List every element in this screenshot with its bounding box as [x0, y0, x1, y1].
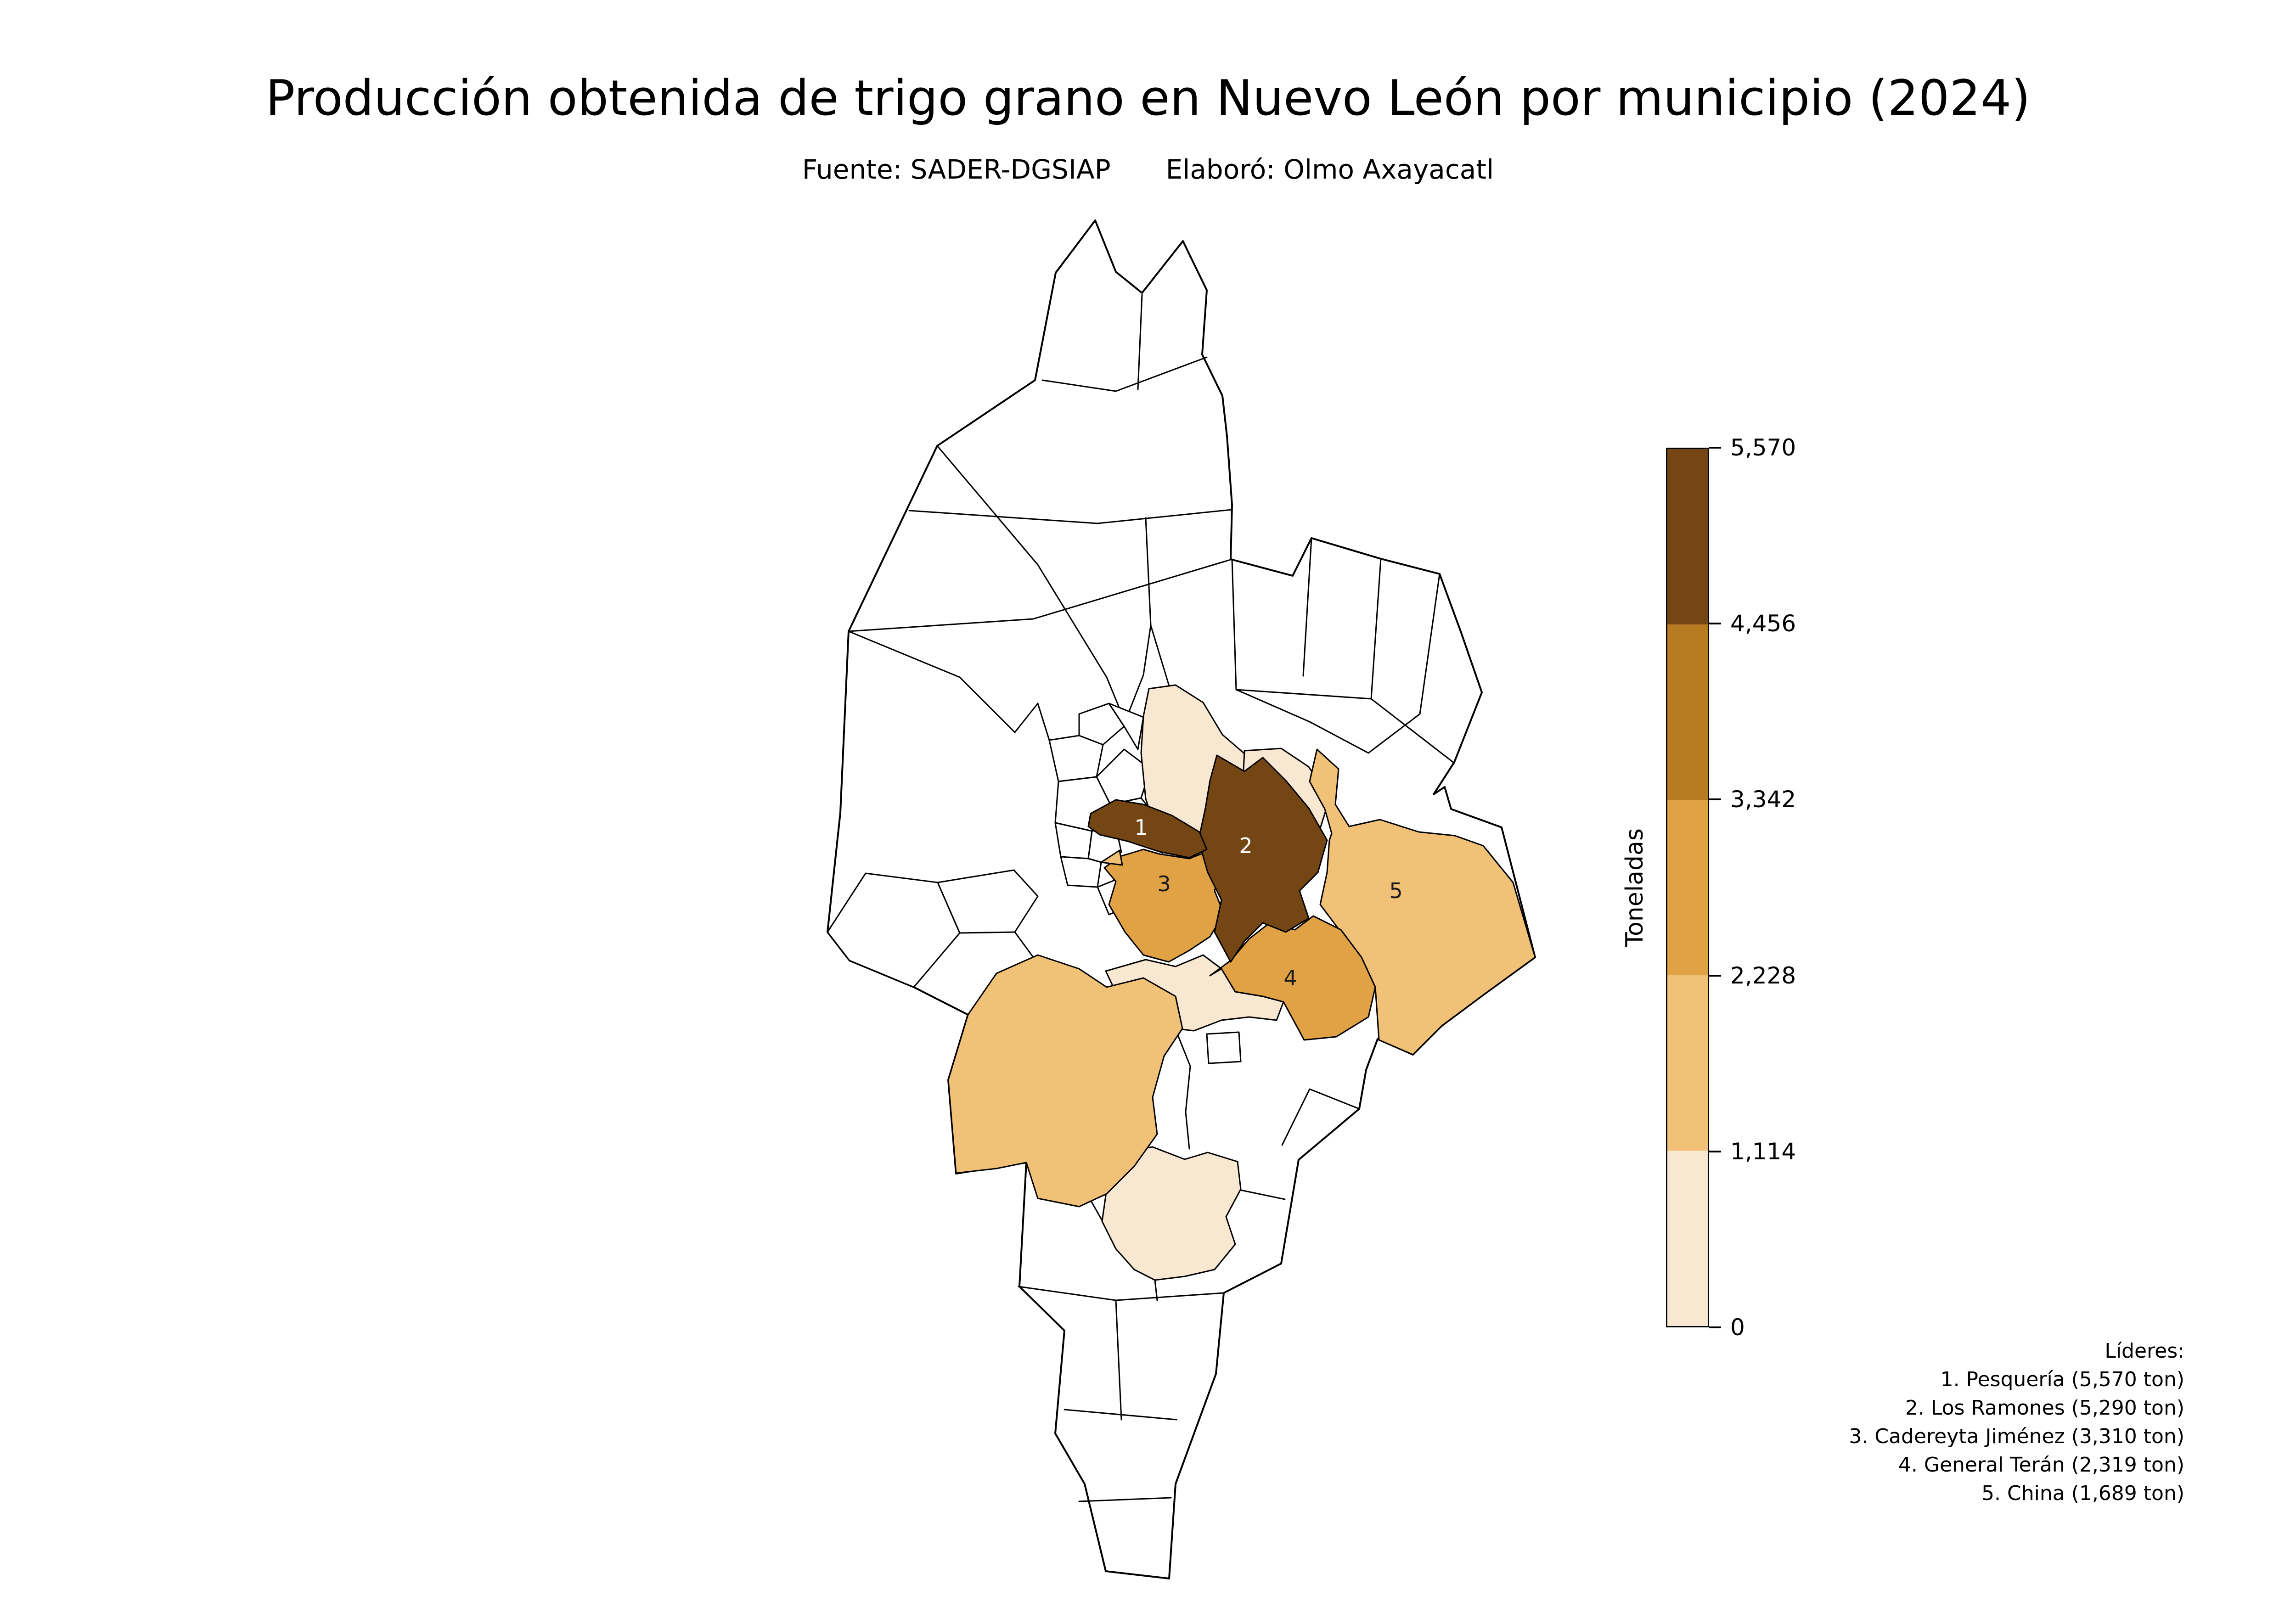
region-pesqueria	[1087, 799, 1208, 859]
metro-municipalities	[827, 702, 1154, 988]
region-china	[1309, 748, 1536, 1056]
leader-item-1: 1. Pesquería (5,570 ton)	[1940, 1368, 2184, 1391]
colorbar-tick-label: 2,228	[1730, 962, 1796, 989]
region-cadereyta-jimenez	[1103, 848, 1225, 963]
map-rank-labels: 1 2 3 4 5	[1134, 815, 1402, 990]
colorbar-tick-label: 5,570	[1730, 434, 1796, 461]
colorbar-tick-label: 4,456	[1730, 610, 1796, 637]
colorbar-tick-mark	[1709, 447, 1721, 449]
leader-item-4: 4. General Terán (2,319 ton)	[1898, 1453, 2184, 1477]
leaders-list: Líderes: 1. Pesquería (5,570 ton) 2. Los…	[1849, 1337, 2184, 1508]
colorbar-border	[1666, 448, 1709, 1327]
leaders-heading: Líderes:	[2105, 1339, 2184, 1363]
region-cream-south	[1097, 1146, 1242, 1281]
map-label-2: 2	[1239, 833, 1252, 858]
colorbar-axis-label: Toneladas	[1621, 828, 1649, 947]
subtitle: Fuente: SADER-DGSIAP Elaboró: Olmo Axayac…	[0, 152, 2296, 187]
leader-item-3: 3. Cadereyta Jiménez (3,310 ton)	[1849, 1425, 2184, 1448]
region-southwest-large	[947, 954, 1183, 1208]
colorbar-segment-5	[1667, 449, 1708, 624]
colorbar-gradient	[1666, 448, 1709, 1327]
leader-item-5: 5. China (1,689 ton)	[1981, 1482, 2184, 1505]
municipal-borders	[848, 294, 1455, 1502]
shaded-municipalities	[947, 684, 1536, 1281]
map-label-1: 1	[1134, 815, 1148, 840]
colorbar-tick-mark	[1709, 975, 1721, 977]
colorbar-segment-2	[1667, 975, 1708, 1151]
map-label-5: 5	[1389, 878, 1402, 903]
colorbar-segment-1	[1667, 1151, 1708, 1326]
colorbar	[1666, 448, 1709, 1327]
leader-item-2: 2. Los Ramones (5,290 ton)	[1905, 1396, 2184, 1420]
nuevo-leon-map: 1 2 3 4 5	[827, 219, 1536, 1579]
colorbar-tick-mark	[1709, 798, 1721, 800]
map-label-4: 4	[1283, 966, 1297, 990]
map-label-3: 3	[1157, 871, 1171, 896]
subtitle-author: Elaboró: Olmo Axayacatl	[1165, 154, 1494, 185]
page-title: Producción obtenida de trigo grano en Nu…	[265, 70, 2031, 126]
colorbar-tick-mark	[1709, 623, 1721, 624]
colorbar-tick-mark	[1709, 1151, 1721, 1152]
colorbar-segment-3	[1667, 800, 1708, 975]
colorbar-segment-4	[1667, 624, 1708, 800]
region-tan-small	[1100, 849, 1123, 866]
subtitle-source: Fuente: SADER-DGSIAP	[802, 154, 1111, 185]
colorbar-tick-label: 1,114	[1730, 1138, 1796, 1165]
map-container: 1 2 3 4 5	[822, 216, 1538, 1589]
colorbar-tick-label: 3,342	[1730, 786, 1796, 813]
region-small-square	[1206, 1031, 1242, 1064]
colorbar-tick-label: 0	[1730, 1314, 1745, 1341]
colorbar-tick-mark	[1709, 1326, 1721, 1328]
